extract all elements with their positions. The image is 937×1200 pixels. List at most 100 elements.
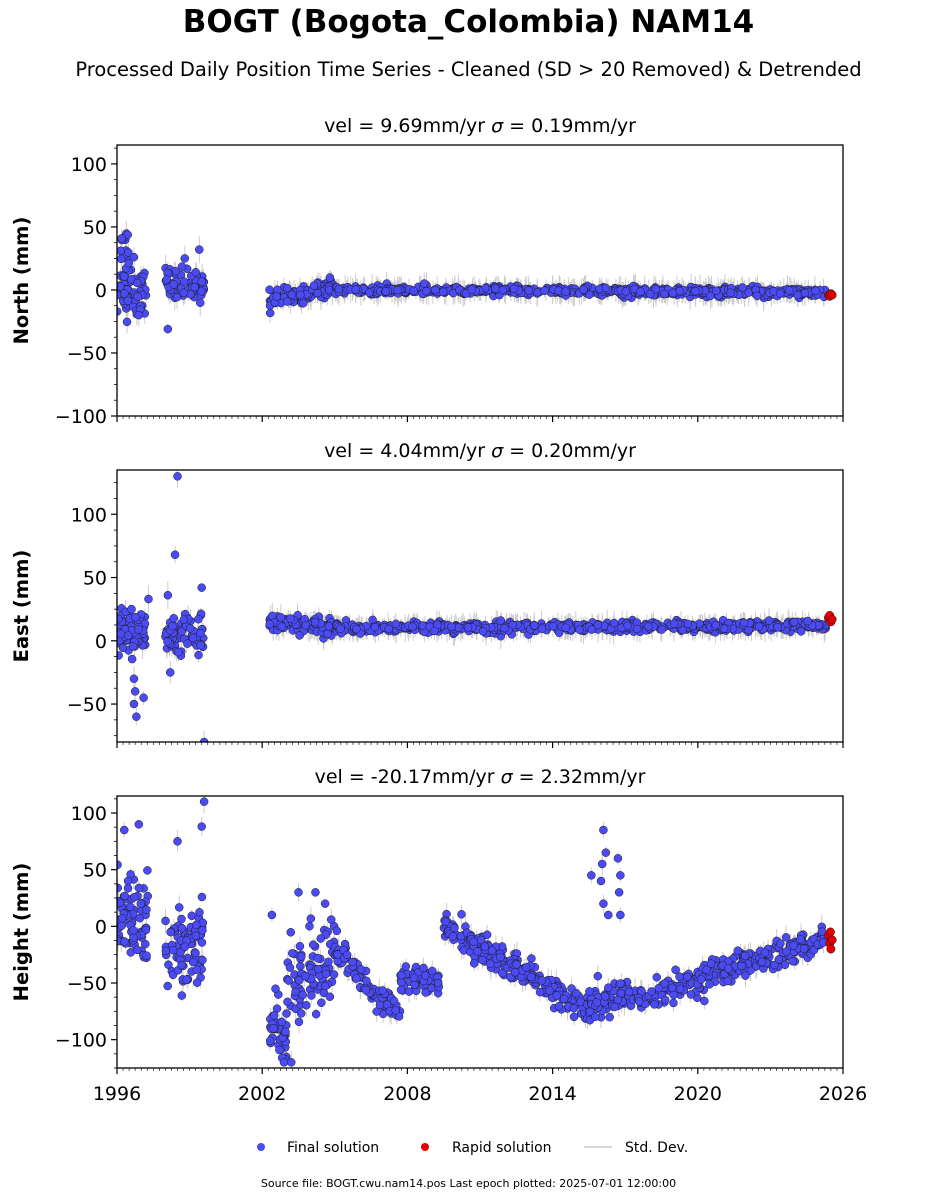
rapid-solution-series — [824, 289, 837, 301]
final-solution-point — [117, 651, 123, 660]
final-solution-point — [120, 891, 130, 901]
final-solution-point — [120, 289, 129, 298]
final-solution-point — [764, 616, 774, 625]
final-solution-point — [391, 619, 401, 629]
final-solution-point — [491, 284, 500, 293]
final-solution-point — [561, 287, 570, 296]
y-tick-label: −50 — [67, 343, 107, 365]
y-tick-label: 50 — [83, 568, 107, 590]
final-solution-point — [561, 623, 570, 633]
final-solution-point — [301, 621, 311, 630]
final-solution-point — [169, 614, 179, 623]
final-solution-point — [286, 614, 295, 623]
y-tick-label: −50 — [67, 694, 107, 716]
final-solution-point — [324, 622, 334, 631]
final-solution-point — [120, 937, 129, 946]
final-solution-point — [381, 287, 390, 296]
final-solution-point — [498, 285, 507, 295]
final-solution-point — [132, 945, 142, 955]
final-solution-point — [325, 273, 335, 282]
panel-east: vel = 4.04mm/yr σ = 0.20mm/yr East (mm) 10… — [10, 440, 844, 748]
final-solution-point — [277, 622, 287, 631]
final-solution-point — [334, 284, 344, 294]
final-solution-point — [195, 245, 204, 254]
final-solution-point — [197, 938, 207, 947]
final-solution-point — [195, 298, 205, 308]
rapid-solution-point — [827, 290, 837, 300]
final-solution-point — [418, 621, 427, 630]
final-solution-point — [668, 288, 678, 298]
final-solution-point — [179, 615, 189, 624]
final-solution-point — [365, 288, 374, 297]
final-solution-point — [272, 292, 281, 301]
panel-height: vel = -20.17mm/yr σ = 2.32mm/yr Height (m… — [10, 766, 867, 1105]
final-solution-point — [170, 550, 180, 560]
y-tick-label: 100 — [71, 504, 107, 526]
final-solution-point — [393, 285, 402, 295]
final-solution-point — [609, 618, 619, 628]
final-solution-point — [422, 286, 431, 296]
final-solution-point — [623, 621, 632, 630]
final-solution-point — [122, 317, 132, 327]
final-solution-point — [129, 925, 138, 935]
final-solution-point — [287, 290, 297, 300]
final-solution-point — [706, 291, 715, 301]
final-solution-point — [143, 866, 152, 875]
final-solution-point — [180, 254, 190, 263]
final-solution-point — [463, 623, 473, 632]
final-solution-point — [478, 627, 488, 636]
chart-title: BOGT (Bogota_Colombia) NAM14 — [182, 4, 755, 40]
final-solution-point — [132, 712, 141, 721]
data-north — [117, 221, 837, 335]
final-solution-point — [283, 297, 292, 306]
final-solution-point — [129, 699, 139, 709]
final-solution-point — [117, 234, 126, 243]
final-solution-point — [117, 629, 126, 639]
final-solution-point — [144, 594, 153, 604]
y-axis-label-north: North (mm) — [10, 217, 33, 345]
final-solution-point — [530, 621, 539, 630]
final-solution-point — [199, 737, 209, 742]
final-solution-point — [197, 583, 206, 592]
final-solution-point — [726, 288, 735, 297]
final-solution-point — [136, 899, 146, 909]
final-solution-point — [509, 284, 519, 294]
final-solution-point — [310, 617, 320, 627]
data-height — [117, 796, 837, 1068]
final-solution-point — [408, 622, 417, 631]
final-solution-point — [172, 292, 182, 302]
final-solution-point — [129, 674, 139, 683]
final-solution-point — [738, 283, 747, 292]
final-solution-point — [276, 613, 286, 622]
final-solution-point — [123, 296, 133, 306]
final-solution-point — [127, 654, 137, 664]
final-solution-point — [800, 288, 810, 298]
final-solution-point — [575, 625, 584, 634]
final-solution-point — [636, 287, 645, 296]
final-solution-series — [117, 472, 831, 742]
final-solution-point — [811, 286, 820, 296]
final-solution-point — [438, 287, 448, 297]
final-solution-point — [163, 324, 173, 334]
final-solution-point — [126, 902, 135, 912]
final-solution-point — [174, 903, 184, 912]
final-solution-point — [179, 277, 189, 286]
final-solution-point — [127, 604, 136, 614]
final-solution-point — [124, 258, 134, 268]
final-solution-point — [191, 268, 200, 277]
final-solution-point — [336, 624, 345, 633]
final-solution-point — [430, 626, 439, 636]
final-solution-point — [644, 622, 653, 631]
final-solution-point — [123, 631, 133, 640]
final-solution-point — [128, 641, 138, 651]
final-solution-point — [134, 625, 143, 634]
final-solution-point — [197, 277, 206, 286]
final-solution-point — [540, 286, 549, 295]
final-solution-point — [169, 280, 179, 289]
final-solution-point — [296, 290, 305, 300]
final-solution-point — [384, 624, 393, 634]
final-solution-point — [299, 298, 308, 308]
final-solution-point — [548, 621, 558, 631]
final-solution-point — [447, 622, 456, 631]
final-solution-point — [352, 624, 361, 634]
